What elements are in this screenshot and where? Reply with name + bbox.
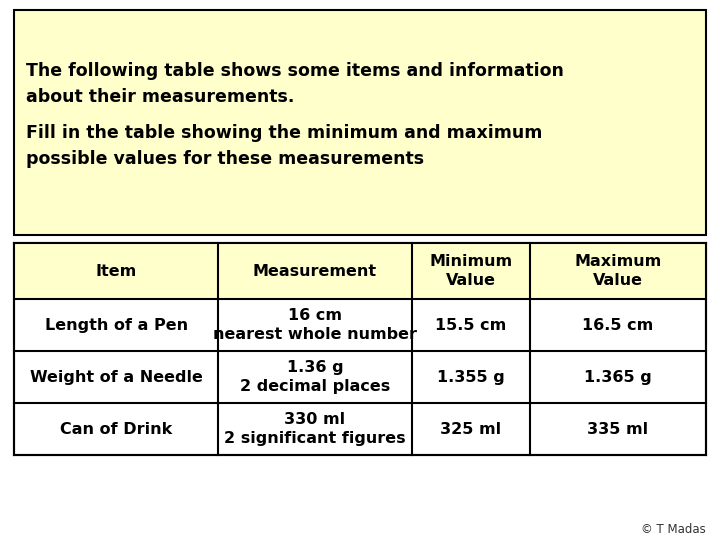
Text: Weight of a Needle: Weight of a Needle bbox=[30, 369, 202, 384]
Text: 325 ml: 325 ml bbox=[440, 422, 501, 436]
Text: Length of a Pen: Length of a Pen bbox=[45, 318, 188, 333]
Text: Fill in the table showing the minimum and maximum: Fill in the table showing the minimum an… bbox=[26, 124, 542, 141]
Text: 1.36 g
2 decimal places: 1.36 g 2 decimal places bbox=[240, 360, 390, 394]
Text: Minimum
Value: Minimum Value bbox=[429, 254, 513, 288]
Text: Item: Item bbox=[96, 264, 137, 279]
Text: about their measurements.: about their measurements. bbox=[26, 87, 294, 105]
Text: 330 ml
2 significant figures: 330 ml 2 significant figures bbox=[224, 412, 406, 446]
Text: The following table shows some items and information: The following table shows some items and… bbox=[26, 62, 564, 79]
Text: 16.5 cm: 16.5 cm bbox=[582, 318, 653, 333]
Text: Maximum
Value: Maximum Value bbox=[574, 254, 662, 288]
Text: 335 ml: 335 ml bbox=[588, 422, 648, 436]
Bar bbox=[14, 243, 706, 299]
Text: possible values for these measurements: possible values for these measurements bbox=[26, 150, 424, 167]
Text: © T Madas: © T Madas bbox=[642, 523, 706, 536]
Text: 1.365 g: 1.365 g bbox=[584, 369, 652, 384]
Bar bbox=[14, 243, 706, 455]
Text: 15.5 cm: 15.5 cm bbox=[435, 318, 506, 333]
Text: Measurement: Measurement bbox=[253, 264, 377, 279]
Text: Can of Drink: Can of Drink bbox=[60, 422, 172, 436]
Bar bbox=[14, 10, 706, 235]
Text: 16 cm
nearest whole number: 16 cm nearest whole number bbox=[213, 308, 417, 342]
Text: 1.355 g: 1.355 g bbox=[437, 369, 505, 384]
